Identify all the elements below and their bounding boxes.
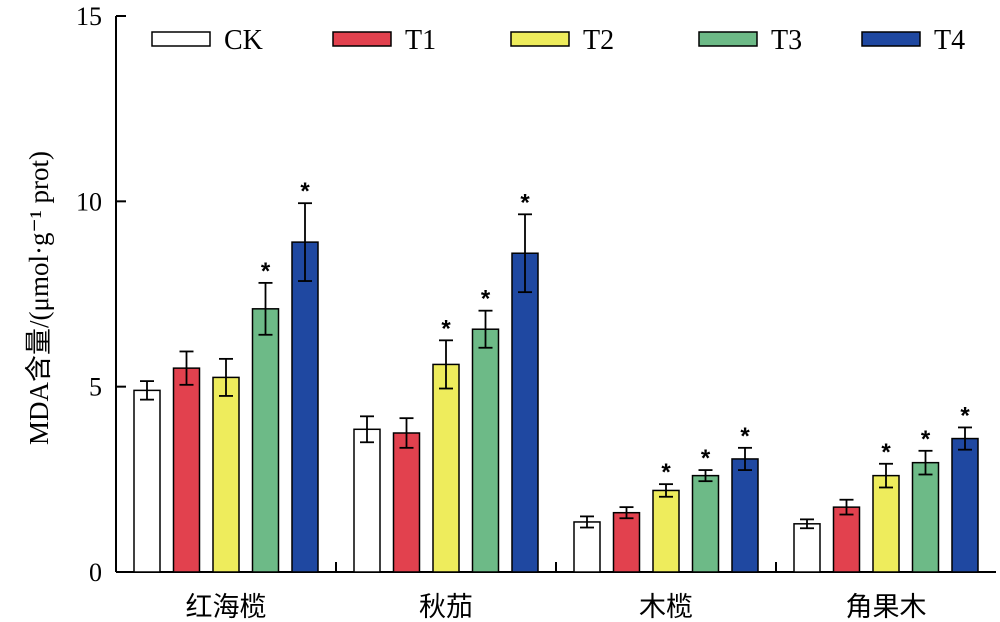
legend-label: T1 <box>405 25 436 56</box>
legend-label: CK <box>224 25 263 56</box>
significance-star: * <box>960 402 970 429</box>
bar <box>652 489 680 573</box>
legend-swatch <box>698 31 758 47</box>
bar <box>832 506 861 573</box>
bar <box>511 252 539 573</box>
bar <box>353 428 381 573</box>
significance-star: * <box>661 459 671 486</box>
significance-star: * <box>740 423 750 450</box>
bar <box>291 241 319 573</box>
y-tick-label: 15 <box>76 2 102 31</box>
y-axis: 0 5 10 15 <box>76 2 126 587</box>
bar <box>612 511 641 573</box>
legend-swatch <box>510 31 570 47</box>
bar <box>872 474 900 573</box>
x-tick-label: 角果木 <box>846 592 927 622</box>
significance-star: * <box>441 315 451 342</box>
bar <box>951 437 979 573</box>
legend: CK T1 T2 T3 T4 <box>151 25 965 56</box>
legend-swatch <box>861 31 921 47</box>
x-tick-label: 木榄 <box>639 592 693 622</box>
bar <box>691 474 720 573</box>
significance-star: * <box>300 178 310 205</box>
y-axis-label: MDA含量/(μmol·g⁻¹ prot) <box>24 151 54 445</box>
legend-swatch <box>332 31 392 47</box>
bar <box>172 367 201 573</box>
y-tick-label: 10 <box>76 187 102 216</box>
significance-star: * <box>481 286 491 313</box>
x-tick-label: 红海榄 <box>186 592 267 622</box>
bar <box>212 376 240 573</box>
bar <box>911 461 940 573</box>
significance-star: * <box>520 189 530 216</box>
bar <box>731 458 759 573</box>
bar <box>793 523 821 573</box>
bar <box>251 308 280 573</box>
significance-star: * <box>881 439 891 466</box>
significance-star: * <box>701 445 711 472</box>
x-tick-label: 秋茄 <box>419 592 473 622</box>
x-axis: 红海榄 秋茄 木榄 角果木 <box>116 562 996 622</box>
legend-label: T3 <box>771 25 802 56</box>
bar <box>573 521 601 573</box>
bar <box>133 389 161 573</box>
legend-label: T2 <box>583 25 614 56</box>
bars: * * * * * * * * * * * <box>133 178 979 573</box>
bar <box>432 363 460 573</box>
y-tick-label: 0 <box>89 558 102 587</box>
bar <box>392 432 421 573</box>
legend-swatch <box>151 31 211 47</box>
y-tick-label: 5 <box>89 373 102 402</box>
significance-star: * <box>261 258 271 285</box>
bar <box>471 328 500 573</box>
legend-label: T4 <box>934 25 965 56</box>
significance-star: * <box>921 426 931 453</box>
